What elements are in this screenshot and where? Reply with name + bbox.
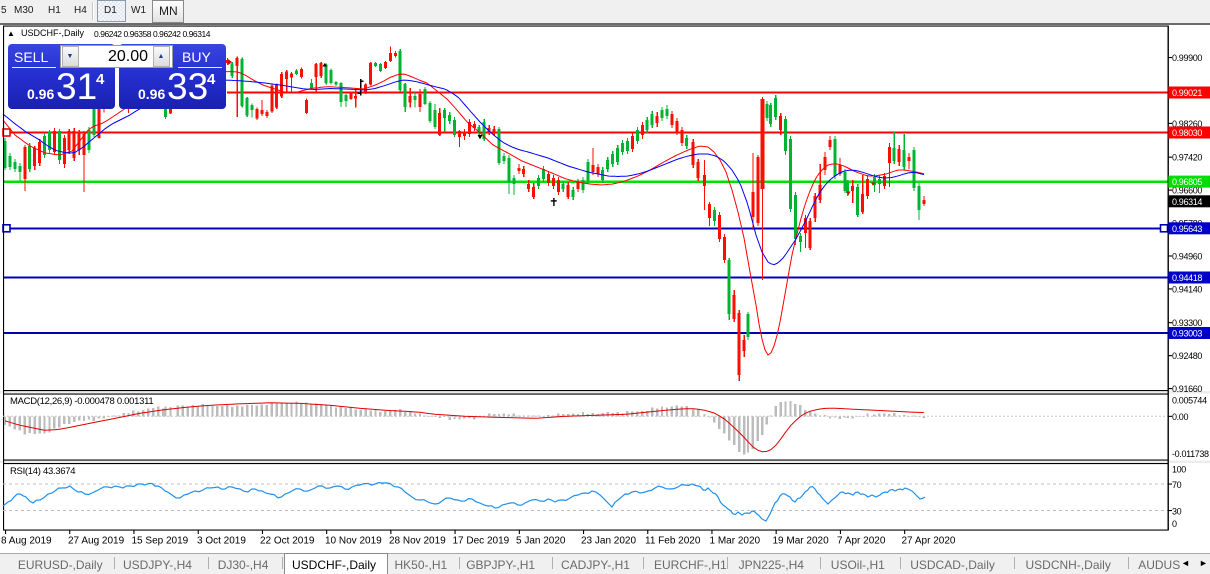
- svg-text:0.95643: 0.95643: [1172, 224, 1202, 234]
- svg-text:10 Nov 2019: 10 Nov 2019: [325, 536, 382, 547]
- svg-text:0.00: 0.00: [1172, 412, 1188, 422]
- svg-text:-0.011738: -0.011738: [1172, 449, 1209, 459]
- svg-text:23 Jan 2020: 23 Jan 2020: [581, 536, 636, 547]
- svg-text:27 Aug 2019: 27 Aug 2019: [68, 536, 125, 547]
- svg-text:0.99021: 0.99021: [1172, 88, 1202, 98]
- svg-text:11 Feb 2020: 11 Feb 2020: [645, 536, 701, 547]
- svg-text:28 Nov 2019: 28 Nov 2019: [389, 536, 446, 547]
- svg-text:0.93300: 0.93300: [1172, 318, 1202, 328]
- svg-text:0.94418: 0.94418: [1172, 273, 1202, 283]
- svg-text:30: 30: [1172, 506, 1182, 516]
- svg-text:3 Oct 2019: 3 Oct 2019: [197, 536, 246, 547]
- svg-text:22 Oct 2019: 22 Oct 2019: [260, 536, 315, 547]
- svg-text:0.92480: 0.92480: [1172, 351, 1202, 361]
- svg-text:70: 70: [1172, 480, 1182, 490]
- svg-text:RSI(14) 43.3674: RSI(14) 43.3674: [10, 466, 75, 477]
- svg-text:0.98260: 0.98260: [1172, 119, 1202, 129]
- svg-text:0: 0: [1172, 519, 1177, 529]
- svg-text:MACD(12,26,9) -0.000478 0.0013: MACD(12,26,9) -0.000478 0.001311: [10, 396, 153, 407]
- svg-text:100: 100: [1172, 465, 1186, 475]
- svg-text:15 Sep 2019: 15 Sep 2019: [132, 536, 189, 547]
- svg-text:8 Aug 2019: 8 Aug 2019: [1, 536, 52, 547]
- svg-text:0.98030: 0.98030: [1172, 128, 1202, 138]
- svg-text:0.93003: 0.93003: [1172, 329, 1202, 339]
- svg-text:0.96314: 0.96314: [1172, 197, 1202, 207]
- svg-text:1 Mar 2020: 1 Mar 2020: [710, 536, 761, 547]
- svg-text:0.94140: 0.94140: [1172, 284, 1202, 294]
- svg-text:19 Mar 2020: 19 Mar 2020: [773, 536, 830, 547]
- svg-text:0.91660: 0.91660: [1172, 384, 1202, 394]
- svg-text:0.005744: 0.005744: [1172, 395, 1207, 405]
- svg-text:0.94960: 0.94960: [1172, 251, 1202, 261]
- svg-text:17 Dec 2019: 17 Dec 2019: [453, 536, 510, 547]
- svg-text:27 Apr 2020: 27 Apr 2020: [902, 536, 956, 547]
- svg-text:5 Jan 2020: 5 Jan 2020: [516, 536, 566, 547]
- svg-text:0.96600: 0.96600: [1172, 186, 1202, 196]
- svg-text:0.99900: 0.99900: [1172, 53, 1202, 63]
- svg-text:7 Apr 2020: 7 Apr 2020: [837, 536, 886, 547]
- svg-text:0.96805: 0.96805: [1172, 177, 1202, 187]
- svg-text:0.97420: 0.97420: [1172, 153, 1202, 163]
